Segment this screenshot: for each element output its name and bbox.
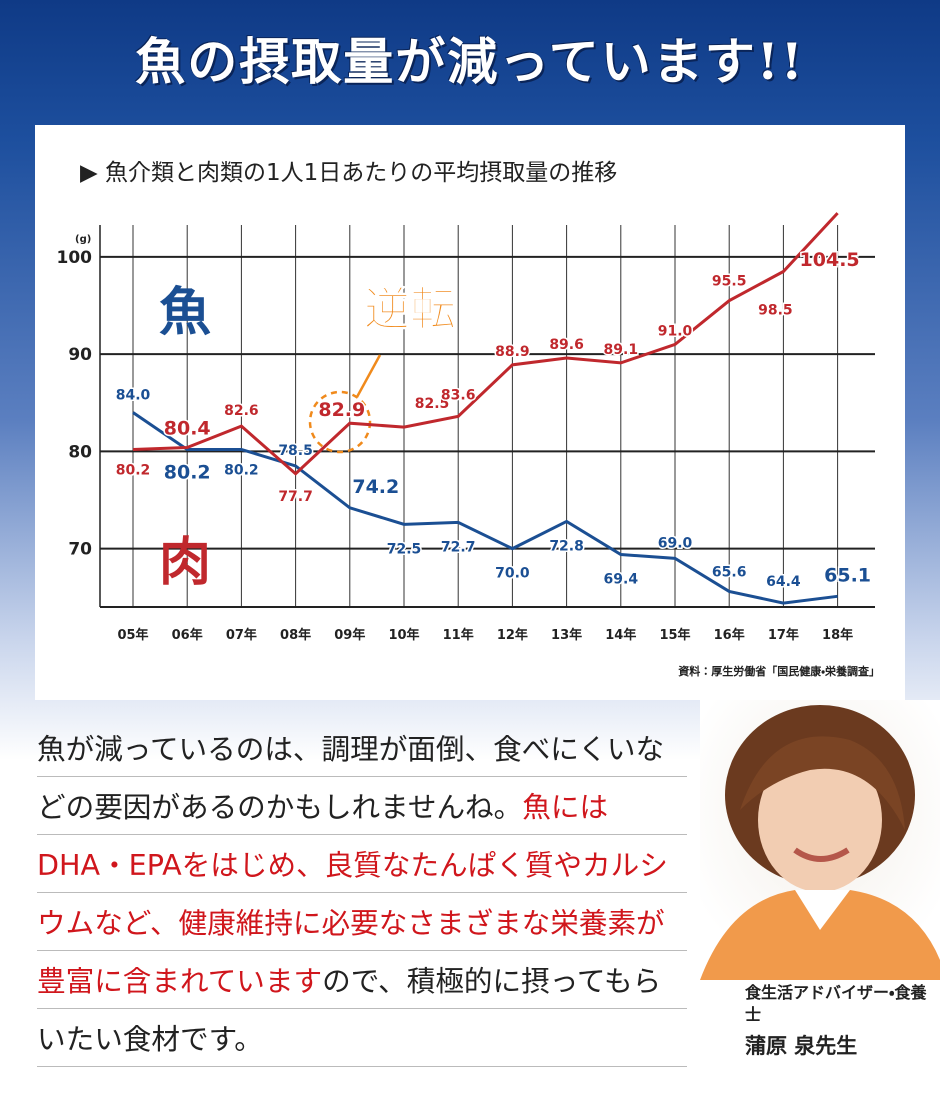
profile-name: 蒲原 泉先生 xyxy=(745,1034,858,1058)
series-label: 魚 xyxy=(159,282,211,343)
x-tick-label: 12年 xyxy=(497,627,528,643)
body-segment: 魚が減っているのは、調理が面倒、食べにくいなどの要因があるのかもしれませんね。 xyxy=(37,732,665,824)
x-tick-label: 17年 xyxy=(768,627,799,643)
data-label: 80.4 xyxy=(164,418,211,440)
x-tick-label: 18年 xyxy=(822,627,853,643)
data-label: 84.0 xyxy=(116,388,151,404)
y-tick-label: 100 xyxy=(57,248,93,268)
data-label: 65.6 xyxy=(712,564,747,580)
y-tick-label: 70 xyxy=(68,540,92,560)
bangs xyxy=(740,736,905,830)
page-title: 魚の摂取量が減っています!! xyxy=(135,32,805,91)
y-unit: (g) xyxy=(75,234,91,245)
x-tick-label: 16年 xyxy=(714,627,745,643)
plot: 05年 06年 07年 08年 09年 10年 11年 12年 13年 14年 15年 16年 17年 1… xyxy=(57,212,875,643)
data-label: 64.4 xyxy=(766,574,801,590)
data-label: 82.9 xyxy=(318,399,365,421)
x-tick-label: 08年 xyxy=(280,627,311,643)
x-tick-label: 13年 xyxy=(551,627,582,643)
x-tick-label: 10年 xyxy=(388,627,419,643)
data-label: 88.9 xyxy=(495,344,530,360)
chart: ▶ 魚介類と肉類の1人1日あたりの平均摂取量の推移 (g) 資料：厚生労働省「国… xyxy=(35,125,905,700)
x-tick-label: 06年 xyxy=(172,627,203,643)
data-label: 89.6 xyxy=(549,337,584,353)
annotation: 逆転 xyxy=(364,282,456,336)
data-label: 80.2 xyxy=(224,462,259,478)
data-label: 82.5 xyxy=(415,396,450,412)
face xyxy=(758,748,882,892)
data-label: 89.1 xyxy=(604,342,639,358)
source: 資料：厚生労働省「国民健康・栄養調査」 xyxy=(678,664,880,678)
x-tick-label: 11年 xyxy=(443,627,474,643)
data-label: 91.0 xyxy=(658,323,693,339)
collar xyxy=(795,890,850,930)
annotation-leader xyxy=(355,354,382,398)
y-tick-label: 90 xyxy=(68,345,92,365)
annotation-circle xyxy=(308,390,372,454)
data-label: 74.2 xyxy=(352,476,399,498)
x-tick-label: 14年 xyxy=(605,627,636,643)
data-label: 69.4 xyxy=(604,571,639,587)
data-label: 95.5 xyxy=(712,274,747,290)
data-label: 70.0 xyxy=(495,566,530,582)
data-label: 72.8 xyxy=(549,538,584,554)
data-label: 72.7 xyxy=(441,539,476,555)
series-line xyxy=(132,212,839,476)
data-label: 72.5 xyxy=(387,541,422,557)
data-label: 83.6 xyxy=(441,387,476,403)
data-label: 80.2 xyxy=(116,462,151,478)
data-label: 80.2 xyxy=(164,461,211,483)
data-label: 98.5 xyxy=(758,302,793,318)
data-label: 78.5 xyxy=(278,443,313,459)
body-segment: 魚にはDHA・EPAをはじめ、良質なたんぱく質やカルシウムなど、健康維持に必要な… xyxy=(37,790,668,998)
series-line xyxy=(132,411,838,605)
chart-subtitle: ▶ 魚介類と肉類の1人1日あたりの平均摂取量の推移 xyxy=(80,160,617,186)
series-label: 肉 xyxy=(159,532,211,593)
data-label: 77.7 xyxy=(278,489,313,505)
chart-panel xyxy=(35,125,905,700)
body-segment: ので、積極的に摂ってもらいたい食材です。 xyxy=(37,964,662,1056)
data-label: 65.1 xyxy=(824,564,871,586)
x-tick-label: 05年 xyxy=(117,627,148,643)
profile-role: 食生活アドバイザー・食養士 xyxy=(745,983,927,1024)
x-tick-label: 09年 xyxy=(334,627,365,643)
body-text: 魚が減っているのは、調理が面倒、食べにくいなどの要因があるのかもしれませんね。魚… xyxy=(37,720,687,1068)
x-tick-label: 07年 xyxy=(226,627,257,643)
shoulders xyxy=(700,890,940,980)
y-tick-label: 80 xyxy=(68,442,92,462)
x-tick-label: 15年 xyxy=(659,627,690,643)
data-label: 104.5 xyxy=(800,249,860,271)
portrait xyxy=(700,700,940,980)
data-label: 69.0 xyxy=(658,535,693,551)
smile xyxy=(793,847,850,862)
data-label: 82.6 xyxy=(224,403,259,419)
